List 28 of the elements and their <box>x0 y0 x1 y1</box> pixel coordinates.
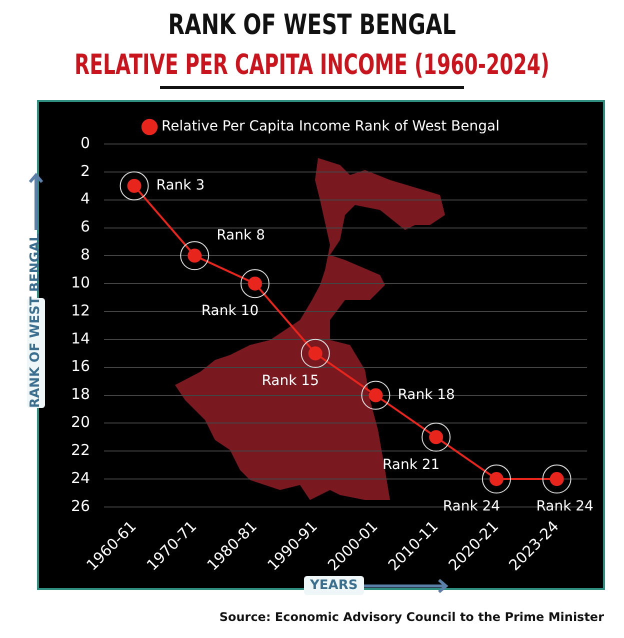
y-tick-label: 24 <box>70 468 90 487</box>
data-label: Rank 15 <box>262 373 319 390</box>
y-tick-label: 14 <box>70 329 90 348</box>
y-tick-label: 2 <box>80 162 90 180</box>
chart-subtitle: RELATIVE PER CAPITA INCOME (1960-2024) <box>74 48 550 81</box>
y-tick-label: 4 <box>80 190 90 208</box>
data-label: Rank 24 <box>442 498 500 515</box>
y-tick-label: 26 <box>70 496 90 515</box>
data-label: Rank 10 <box>201 303 259 320</box>
y-tick-label: 0 <box>80 134 90 152</box>
x-axis-title: YEARS <box>304 576 364 595</box>
data-label: Rank 18 <box>398 386 455 403</box>
y-tick-label: 10 <box>70 273 90 292</box>
y-tick-label: 16 <box>70 357 90 376</box>
y-tick-label: 18 <box>70 385 90 404</box>
y-tick-label: 12 <box>70 301 90 320</box>
source-note: Source: Economic Advisory Council to the Prime Minister <box>219 610 604 624</box>
y-tick-label: 8 <box>80 246 90 264</box>
legend-label: Relative Per Capita Income Rank of West Bengal <box>162 118 500 135</box>
data-label: Rank 24 <box>536 498 594 515</box>
y-axis-title: RANK OF WEST BENGAL <box>27 233 44 408</box>
y-tick-label: 6 <box>80 218 90 236</box>
y-tick-label: 22 <box>70 441 90 460</box>
y-tick-label: 20 <box>70 413 90 432</box>
chart-title: RANK OF WEST BENGAL <box>167 8 457 41</box>
data-label: Rank 3 <box>156 178 205 194</box>
data-label: Rank 8 <box>216 227 265 244</box>
data-label: Rank 21 <box>382 456 440 473</box>
